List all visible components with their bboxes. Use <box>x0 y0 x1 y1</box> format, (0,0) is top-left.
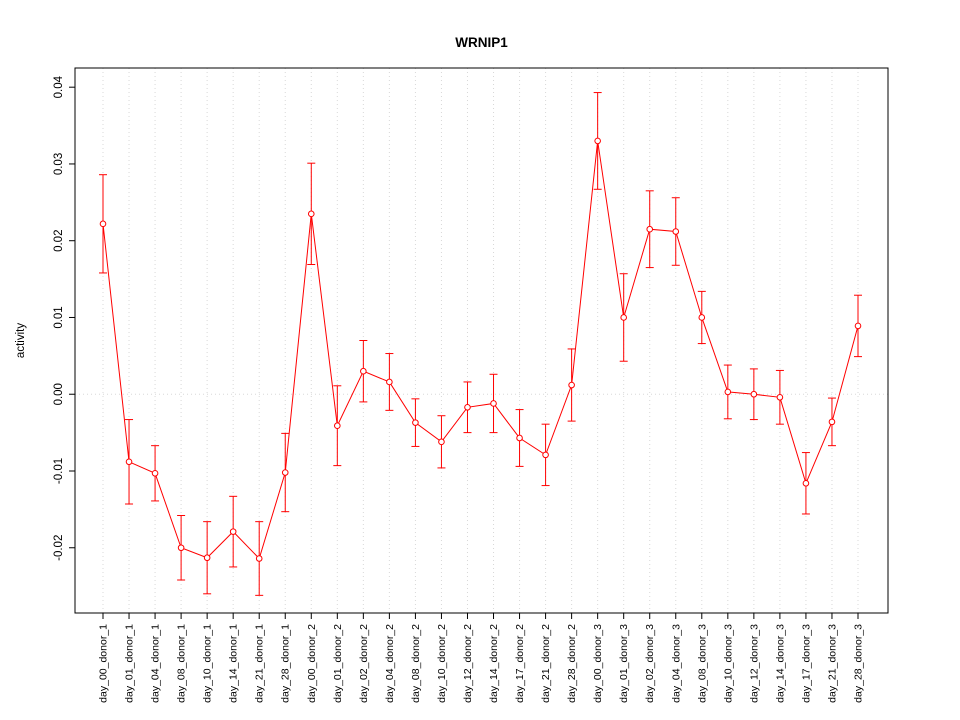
data-point <box>698 314 706 321</box>
data-point <box>854 322 862 330</box>
data-point <box>177 544 185 552</box>
data-point <box>750 390 758 398</box>
x-tick-label: day_01_donor_1 <box>124 624 136 703</box>
x-tick-label: day_02_donor_3 <box>644 624 656 703</box>
x-tick-label: day_04_donor_3 <box>670 624 682 703</box>
data-point <box>516 434 523 442</box>
x-tick-label: day_28_donor_2 <box>566 624 578 703</box>
data-point <box>255 555 263 562</box>
data-point <box>568 381 575 389</box>
data-point <box>672 228 680 235</box>
x-tick-label: day_01_donor_3 <box>618 624 630 703</box>
x-tick-label: day_10_donor_3 <box>722 624 734 703</box>
y-tick-label: 0.02 <box>53 230 65 252</box>
x-tick-label: day_21_donor_1 <box>254 624 266 703</box>
data-point <box>412 419 419 426</box>
x-tick-label: day_21_donor_2 <box>540 624 552 703</box>
data-point <box>334 422 341 430</box>
x-tick-label: day_28_donor_1 <box>280 624 292 703</box>
x-tick-label: day_08_donor_1 <box>176 624 188 703</box>
data-point <box>724 388 732 396</box>
series-line <box>102 140 859 560</box>
data-point <box>490 400 497 407</box>
x-tick-label: day_14_donor_3 <box>774 624 786 703</box>
data-point <box>464 403 471 411</box>
x-tick-label: day_12_donor_3 <box>748 624 760 703</box>
plot-border <box>74 67 889 614</box>
x-tick-label: day_10_donor_2 <box>436 624 448 703</box>
data-point <box>151 469 159 477</box>
data-point <box>203 554 211 562</box>
x-tick-label: day_17_donor_3 <box>800 624 812 703</box>
x-tick-label: day_02_donor_2 <box>358 624 370 703</box>
y-tick-label: 0.03 <box>53 153 65 175</box>
data-point <box>646 225 654 233</box>
x-tick-label: day_08_donor_3 <box>696 624 708 703</box>
x-tick-label: day_00_donor_3 <box>592 624 604 703</box>
data-point <box>99 220 107 228</box>
y-tick-label: 0.01 <box>53 306 65 328</box>
y-tick-label: 0.04 <box>53 75 65 98</box>
data-point <box>776 394 784 401</box>
data-point <box>360 367 367 375</box>
data-point <box>620 314 627 321</box>
data-point <box>594 137 601 145</box>
x-tick-label: day_28_donor_3 <box>853 624 865 703</box>
x-tick-label: day_12_donor_2 <box>462 624 474 703</box>
data-point <box>281 469 289 476</box>
y-tick-label: 0.00 <box>53 383 65 405</box>
data-point <box>386 378 393 386</box>
data-point <box>542 451 549 459</box>
y-tick-label: -0.01 <box>53 458 65 484</box>
x-tick-label: day_00_donor_2 <box>306 624 318 703</box>
x-tick-label: day_10_donor_1 <box>202 624 214 703</box>
x-tick-label: day_14_donor_2 <box>488 624 500 703</box>
data-point <box>125 458 133 466</box>
x-tick-label: day_00_donor_1 <box>98 624 110 703</box>
x-tick-label: day_14_donor_1 <box>228 624 240 703</box>
data-point <box>438 438 445 446</box>
data-point <box>307 210 315 218</box>
x-tick-label: day_04_donor_2 <box>384 624 396 703</box>
y-tick-label: -0.02 <box>53 535 65 561</box>
x-tick-label: day_01_donor_2 <box>332 624 344 703</box>
chart-title: WRNIP1 <box>455 35 508 50</box>
x-tick-label: day_17_donor_2 <box>514 624 526 703</box>
x-tick-label: day_21_donor_3 <box>826 624 838 703</box>
data-point <box>229 528 237 535</box>
data-point <box>828 418 836 426</box>
x-tick-label: day_04_donor_1 <box>150 624 162 703</box>
y-axis-label: activity <box>15 323 27 358</box>
data-point <box>802 479 810 487</box>
x-tick-label: day_08_donor_2 <box>410 624 422 703</box>
